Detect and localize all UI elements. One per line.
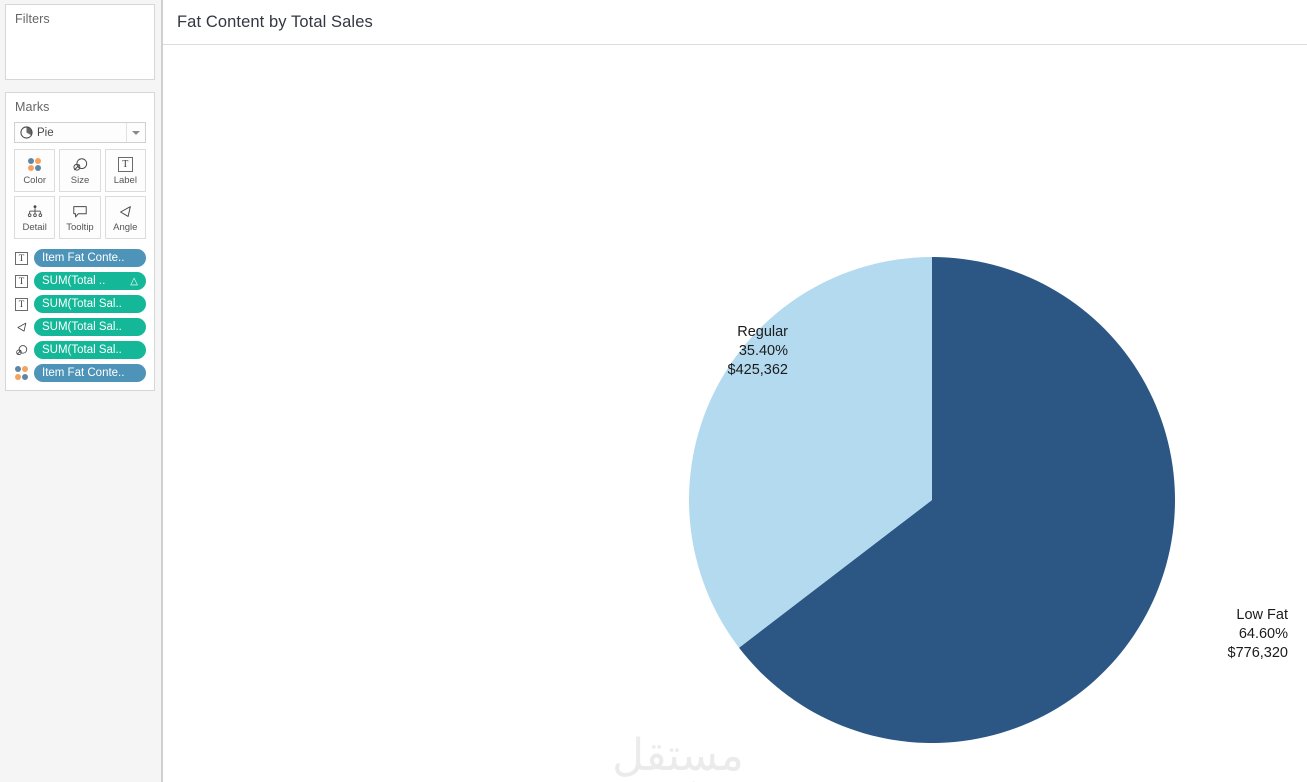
- pill-label: SUM(Total Sal..: [42, 321, 122, 333]
- viz-canvas: Regular 35.40% $425,362 Low Fat 64.60% $…: [163, 45, 1307, 782]
- pie-label-low-fat-value: $776,320: [1227, 645, 1288, 661]
- marks-pill-row: SUM(Total Sal..: [14, 318, 146, 336]
- size-circles-icon: [71, 155, 89, 174]
- color-dots-icon: [27, 155, 42, 174]
- marks-pill-row: T SUM(Total .. △: [14, 272, 146, 290]
- pie-label-regular-value: $425,362: [727, 362, 788, 378]
- marks-pill-row: T Item Fat Conte..: [14, 249, 146, 267]
- tooltip-shelf-button[interactable]: Tooltip: [59, 196, 101, 239]
- marks-pill-sum-total-sales-label[interactable]: SUM(Total Sal..: [34, 295, 146, 313]
- worksheet-main: Fat Content by Total Sales Regular 35.40…: [163, 0, 1307, 782]
- watermark-arabic-text: مستقل: [612, 730, 744, 781]
- marks-pill-sum-total-sales-size[interactable]: SUM(Total Sal..: [34, 341, 146, 359]
- pie-label-low-fat-name: Low Fat: [1236, 607, 1288, 623]
- marks-pill-row: SUM(Total Sal..: [14, 341, 146, 359]
- pie-label-regular-name: Regular: [737, 324, 788, 340]
- size-circles-icon: [14, 343, 29, 358]
- marks-pill-sum-total-sales-angle[interactable]: SUM(Total Sal..: [34, 318, 146, 336]
- page-title: Fat Content by Total Sales: [177, 12, 373, 31]
- pie-label-regular-percent: 35.40%: [738, 343, 788, 359]
- marks-card: Marks Pie Color: [5, 92, 155, 391]
- pie-chart-svg: [688, 257, 1175, 743]
- marks-sidebar: Filters Marks Pie: [0, 0, 161, 782]
- chevron-down-icon[interactable]: [126, 123, 145, 142]
- worksheet-title-bar: Fat Content by Total Sales: [163, 0, 1307, 45]
- mostaql-watermark: مستقل mostaql.com: [578, 733, 778, 782]
- pie-label-regular: Regular 35.40% $425,362: [638, 323, 788, 380]
- pill-suffix: △: [130, 275, 138, 287]
- pie-label-low-fat: Low Fat 64.60% $776,320: [1138, 606, 1288, 663]
- size-shelf-button[interactable]: Size: [59, 149, 101, 192]
- angle-wedge-icon: [14, 320, 29, 335]
- marks-pill-sum-total-percent[interactable]: SUM(Total .. △: [34, 272, 146, 290]
- tooltip-bubble-icon: [71, 202, 89, 221]
- pie-label-low-fat-percent: 64.60%: [1238, 626, 1288, 642]
- label-t-icon: T: [117, 155, 133, 174]
- pie-icon: [15, 126, 37, 139]
- label-shelf-button[interactable]: T Label: [104, 149, 146, 192]
- detail-hierarchy-icon: [26, 202, 44, 221]
- label-t-icon: T: [14, 251, 29, 266]
- filters-title: Filters: [15, 12, 50, 26]
- tooltip-shelf-label: Tooltip: [66, 222, 94, 234]
- marks-pill-row: T SUM(Total Sal..: [14, 295, 146, 313]
- marks-shelf-grid: Color Size T La: [14, 149, 146, 239]
- marks-pill-row: Item Fat Conte..: [14, 364, 146, 382]
- pie-slice-low-fat[interactable]: [739, 257, 1175, 743]
- angle-shelf-label: Angle: [113, 222, 138, 234]
- pill-label: Item Fat Conte..: [42, 367, 125, 379]
- pill-label: Item Fat Conte..: [42, 252, 125, 264]
- color-shelf-button[interactable]: Color: [14, 149, 56, 192]
- size-shelf-label: Size: [70, 175, 90, 187]
- color-dots-icon: [14, 366, 29, 381]
- filters-card: Filters: [5, 4, 155, 80]
- label-shelf-label: Label: [113, 175, 137, 187]
- sidebar-divider: [161, 0, 163, 782]
- label-t-icon: T: [14, 297, 29, 312]
- detail-shelf-button[interactable]: Detail: [14, 196, 56, 239]
- mark-type-label: Pie: [37, 126, 54, 139]
- pill-label: SUM(Total Sal..: [42, 344, 122, 356]
- color-shelf-label: Color: [23, 175, 47, 187]
- marks-pill-list: T Item Fat Conte.. T SUM(Total .. △ T: [14, 249, 146, 382]
- pill-label: SUM(Total Sal..: [42, 298, 122, 310]
- marks-pill-item-fat-content-color[interactable]: Item Fat Conte..: [34, 364, 146, 382]
- pie-slice-regular[interactable]: [688, 257, 932, 648]
- watermark-latin-text: mostaql.com: [578, 779, 778, 782]
- marks-pill-item-fat-content-label[interactable]: Item Fat Conte..: [34, 249, 146, 267]
- pill-label: SUM(Total ..: [42, 275, 106, 287]
- pie-chart: Regular 35.40% $425,362 Low Fat 64.60% $…: [163, 45, 1307, 782]
- mark-type-dropdown[interactable]: Pie: [14, 122, 146, 143]
- angle-wedge-icon: [116, 202, 134, 221]
- detail-shelf-label: Detail: [22, 222, 47, 234]
- label-t-icon: T: [14, 274, 29, 289]
- angle-shelf-button[interactable]: Angle: [104, 196, 146, 239]
- marks-title: Marks: [15, 100, 50, 114]
